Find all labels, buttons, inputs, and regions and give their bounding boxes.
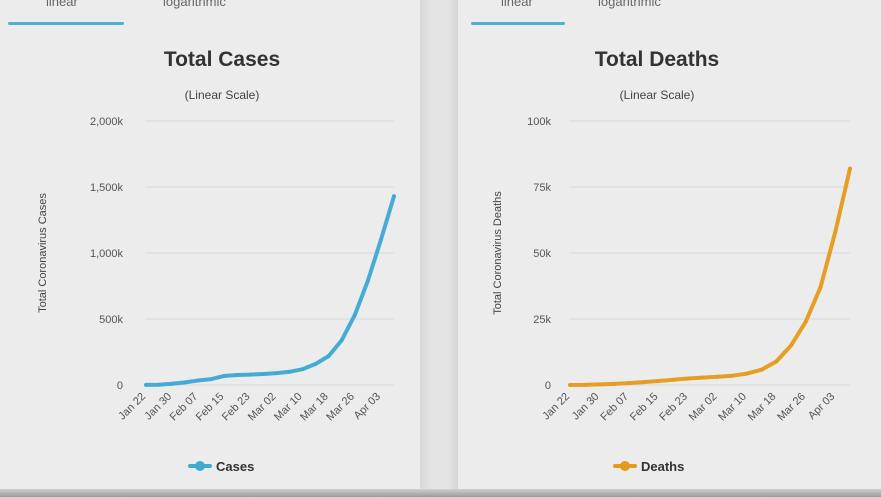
x-tick-label: Mar 02 [246,391,279,424]
data-point [627,381,631,385]
y-tick-label: 1,500k [90,182,124,194]
y-tick-label: 500k [99,314,123,326]
y-tick-label: 0 [545,380,551,392]
chart-subtitle: (Linear Scale) [620,88,695,102]
x-tick-label: Mar 18 [746,391,779,424]
y-tick-label: 25k [533,314,551,326]
data-point [597,382,602,387]
x-tick-label: Mar 10 [272,391,305,424]
panel-divider [420,0,458,497]
y-tick-label: 0 [117,380,123,392]
x-tick-label: Feb 07 [598,391,631,424]
data-point [313,362,318,366]
data-point [700,375,705,380]
data-point [759,367,764,372]
data-point [287,370,292,374]
data-point [157,382,161,387]
data-point [261,372,266,376]
data-point [222,374,227,378]
deaths-chart-panel: linear logarithmic Total Deaths (Linear S… [458,0,881,497]
cases-chart: Total Cases (Linear Scale) 0 500k 1,000k 1,50… [37,48,396,474]
x-tick-label: Jan 22 [540,391,572,423]
y-tick-label: 1,000k [90,248,124,260]
x-tick-label: Feb 23 [657,391,690,424]
data-point [379,238,383,242]
data-point [730,373,734,378]
data-point [715,375,720,379]
data-point [235,373,240,377]
data-point [144,383,148,387]
x-tick-label: Feb 15 [194,391,227,424]
data-point [170,381,174,386]
x-tick-label: Feb 07 [168,391,201,424]
data-point [209,377,214,381]
legend-label: Cases [216,459,254,474]
x-tick-label: Apr 03 [806,391,837,422]
tab-linear[interactable]: linear [501,0,533,9]
data-point [274,371,279,375]
data-point [774,359,779,364]
legend-label: Deaths [641,459,684,474]
tab-logarithmic[interactable]: logarithmic [163,0,226,9]
data-point [833,230,838,234]
window-bottom-edge [0,489,881,497]
data-point [339,338,344,342]
x-tick-label: Apr 03 [352,391,383,422]
data-point [745,371,749,376]
data-point [641,380,646,384]
y-tick-label: 75k [533,182,551,194]
tab-linear[interactable]: linear [46,0,78,9]
x-tick-label: Jan 30 [570,391,602,423]
y-tick-label: 2,000k [90,116,124,128]
y-tick-label: 50k [533,248,551,260]
data-point [656,379,661,383]
chart-subtitle: (Linear Scale) [185,88,260,102]
x-tick-label: Mar 26 [775,391,808,424]
data-point [789,343,793,348]
x-tick-label: Feb 15 [628,391,661,424]
data-point [366,278,370,283]
chart-title: Total Deaths [595,48,719,71]
chart-title: Total Cases [164,48,280,71]
data-point [300,367,305,371]
data-point [353,313,357,317]
y-axis-label: Total Coronavirus Deaths [492,191,504,315]
active-tab-indicator [471,22,565,25]
data-point [803,319,808,324]
x-tick-label: Feb 23 [220,391,253,424]
data-point [568,383,572,387]
active-tab-indicator [8,22,124,25]
data-point [686,376,690,381]
data-point [326,354,331,358]
scale-tabs: linear logarithmic [458,0,881,30]
y-axis-label: Total Coronavirus Cases [37,193,49,313]
data-point [196,378,201,383]
cases-chart-panel: linear logarithmic Total Cases (Linear Sc… [0,0,420,497]
deaths-chart: Total Deaths (Linear Scale) 0 25k 50k 75k 100k… [492,48,852,474]
x-tick-label: Mar 26 [324,391,357,424]
y-tick-label: 100k [527,116,551,128]
series-line-cases [144,194,396,387]
data-point [582,383,587,387]
legend-marker [195,461,205,471]
data-point [248,372,253,377]
x-tick-label: Mar 10 [716,391,749,424]
data-point [671,377,675,382]
data-point [818,285,823,290]
data-point [183,380,187,385]
data-point [848,166,852,171]
scale-tabs: linear logarithmic [0,0,420,30]
legend-marker [620,461,630,471]
x-tick-label: Mar 02 [687,391,720,424]
tab-logarithmic[interactable]: logarithmic [598,0,661,9]
data-point [612,382,617,386]
x-tick-label: Jan 22 [116,391,148,423]
data-point [392,194,396,199]
series-line-deaths [568,166,852,387]
x-tick-label: Mar 18 [298,391,331,424]
